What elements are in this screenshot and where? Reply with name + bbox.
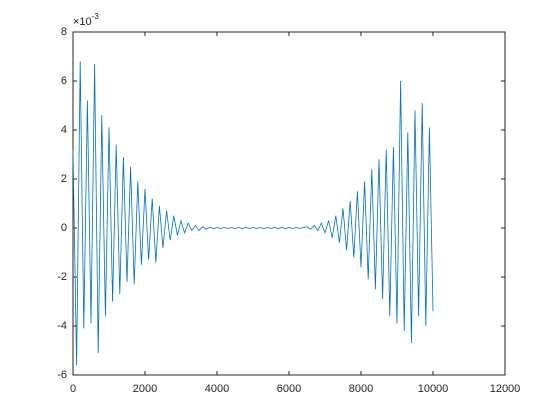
y-tick-label: -2: [57, 271, 67, 283]
y-tick-label: -6: [57, 369, 67, 381]
axes-box: [72, 31, 506, 376]
x-tick-label: 12000: [490, 383, 521, 395]
x-tick-label: 6000: [277, 383, 301, 395]
y-tick-label: 0: [61, 222, 67, 234]
y-exponent: ×10-3: [73, 12, 99, 28]
x-tick-label: 2000: [133, 383, 157, 395]
x-tick-label: 4000: [205, 383, 229, 395]
y-exponent-power: -3: [92, 12, 100, 21]
x-tick-label: 10000: [418, 383, 449, 395]
y-tick-label: 4: [61, 124, 67, 136]
x-tick-label: 0: [70, 383, 76, 395]
y-tick-label: 6: [61, 75, 67, 87]
y-exponent-base: ×10: [73, 16, 92, 28]
x-tick-label: 8000: [349, 383, 373, 395]
y-tick-label: 8: [61, 26, 67, 38]
y-tick-label: 2: [61, 173, 67, 185]
y-tick-label: -4: [57, 320, 67, 332]
signal-line: [72, 61, 434, 366]
